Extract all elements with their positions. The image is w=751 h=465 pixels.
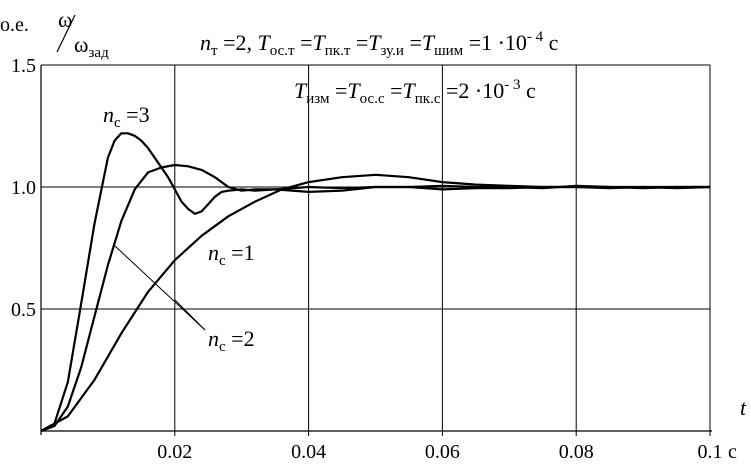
series-label-2: nc =1 (208, 240, 255, 269)
parameters-line-2: Tизм =Tос.с =Tпк.с =2 ·10- 3 c (294, 77, 536, 107)
series-line-1 (40, 163, 711, 433)
x-axis-unit-label: c (728, 441, 737, 463)
leader-line (114, 245, 206, 331)
axes (40, 65, 712, 435)
series-line-2 (40, 173, 710, 432)
x-tick-label: 0.08 (559, 441, 594, 463)
y-tick-label: 1.0 (11, 177, 36, 199)
y-tick-label: 0.5 (11, 299, 36, 321)
y-axis-fraction-slash (56, 14, 76, 53)
y-axis-unit-label: o.e. (0, 14, 29, 36)
x-tick-label: 0.1 (698, 441, 723, 463)
tick-labels: 0.02 0.04 0.06 0.08 0.1 0.5 1.0 1.5 (11, 55, 723, 463)
x-axis-symbol: t (740, 395, 747, 420)
leader-line (174, 299, 206, 331)
y-axis-reference-label: ωзад (74, 32, 109, 61)
x-tick-label: 0.02 (157, 441, 192, 463)
series-label-1: nc =2 (208, 326, 255, 355)
series-label-0: nc =3 (103, 102, 150, 131)
y-axis-symbol: ω (58, 7, 72, 32)
series-line-0 (40, 132, 710, 432)
y-tick-label: 1.5 (11, 55, 36, 77)
annotations: nc =3 nc =2 nc =1 nт =2, Tос.т =Tпк.т =Tзу.… (103, 29, 559, 355)
x-tick-label: 0.04 (291, 441, 326, 463)
series-lines (40, 132, 711, 433)
x-tick-label: 0.06 (425, 441, 460, 463)
parameters-line-1: nт =2, Tос.т =Tпк.т =Tзу.и =Tшим =1 ·10-… (200, 29, 559, 59)
